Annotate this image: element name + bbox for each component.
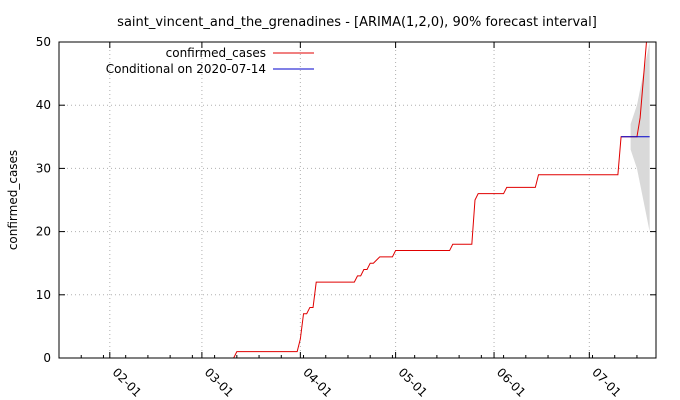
- series-line-0: [233, 42, 647, 358]
- y-tick-label: 40: [36, 98, 51, 112]
- y-axis-label: confirmed_cases: [6, 150, 20, 250]
- x-tick-label: 07-01: [589, 365, 624, 400]
- y-tick-label: 30: [36, 161, 51, 175]
- y-tick-label: 50: [36, 35, 51, 49]
- x-tick-label: 05-01: [395, 365, 430, 400]
- legend-label: confirmed_cases: [166, 46, 266, 60]
- chart-title: saint_vincent_and_the_grenadines - [ARIM…: [117, 15, 597, 30]
- y-axis: 0 10 20 30 40 50: [36, 35, 656, 365]
- plot-frame: [58, 41, 657, 359]
- legend-label: Conditional on 2020-07-14: [106, 62, 266, 76]
- legend: confirmed_cases Conditional on 2020-07-14: [106, 46, 314, 76]
- x-tick-label: 03-01: [202, 365, 237, 400]
- y-tick-label: 10: [36, 288, 51, 302]
- x-axis: 02-01 03-01 04-01 05-01 06-01 07-01: [58, 42, 638, 400]
- x-tick-label: 06-01: [494, 365, 529, 400]
- grid-lines: [59, 42, 656, 358]
- y-tick-label: 0: [43, 351, 51, 365]
- series-lines: [233, 42, 650, 358]
- x-tick-label: 04-01: [300, 365, 335, 400]
- y-tick-label: 20: [36, 225, 51, 239]
- x-tick-label: 02-01: [110, 365, 145, 400]
